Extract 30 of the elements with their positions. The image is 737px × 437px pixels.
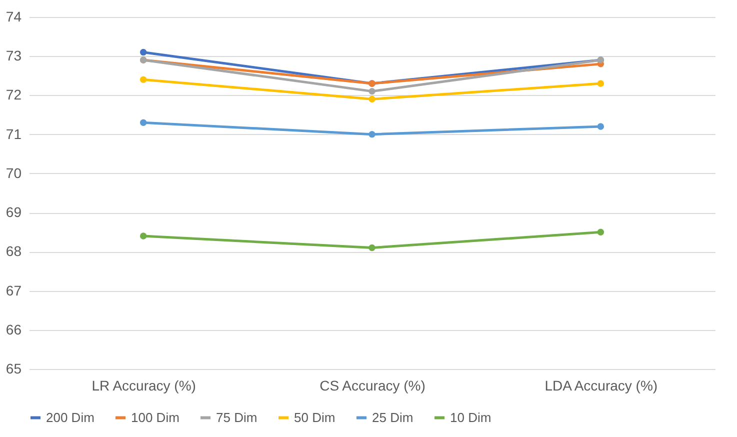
x-tick-label: LDA Accuracy (%) [544, 378, 658, 394]
point [597, 123, 604, 130]
point [140, 232, 147, 240]
legend-label: 10 Dim [450, 410, 492, 425]
legend-label: 100 Dim [131, 410, 180, 425]
y-tick-label: 70 [6, 164, 22, 181]
y-tick-label: 65 [6, 360, 22, 376]
legend-label: 25 Dim [372, 410, 414, 425]
legend-label: 50 Dim [294, 410, 336, 425]
point [597, 80, 604, 87]
y-tick-label: 72 [6, 86, 22, 103]
legend-label: 75 Dim [216, 410, 258, 425]
point [140, 48, 147, 56]
y-tick-label: 67 [6, 282, 22, 298]
point [368, 88, 376, 95]
y-tick-label: 66 [6, 321, 22, 338]
point [368, 96, 376, 102]
y-tick-label: 69 [6, 204, 22, 220]
point [368, 244, 376, 252]
y-tick-label: 68 [6, 243, 22, 260]
y-tick-label: 74 [6, 8, 22, 24]
point [140, 119, 147, 126]
y-tick-label: 71 [6, 126, 22, 142]
legend-label: 200 Dim [46, 410, 94, 425]
x-tick-label: LR Accuracy (%) [92, 378, 196, 394]
point [368, 130, 376, 138]
point [597, 228, 604, 236]
x-tick-label: CS Accuracy (%) [320, 378, 426, 394]
point [140, 76, 147, 83]
y-tick-label: 73 [6, 48, 22, 64]
